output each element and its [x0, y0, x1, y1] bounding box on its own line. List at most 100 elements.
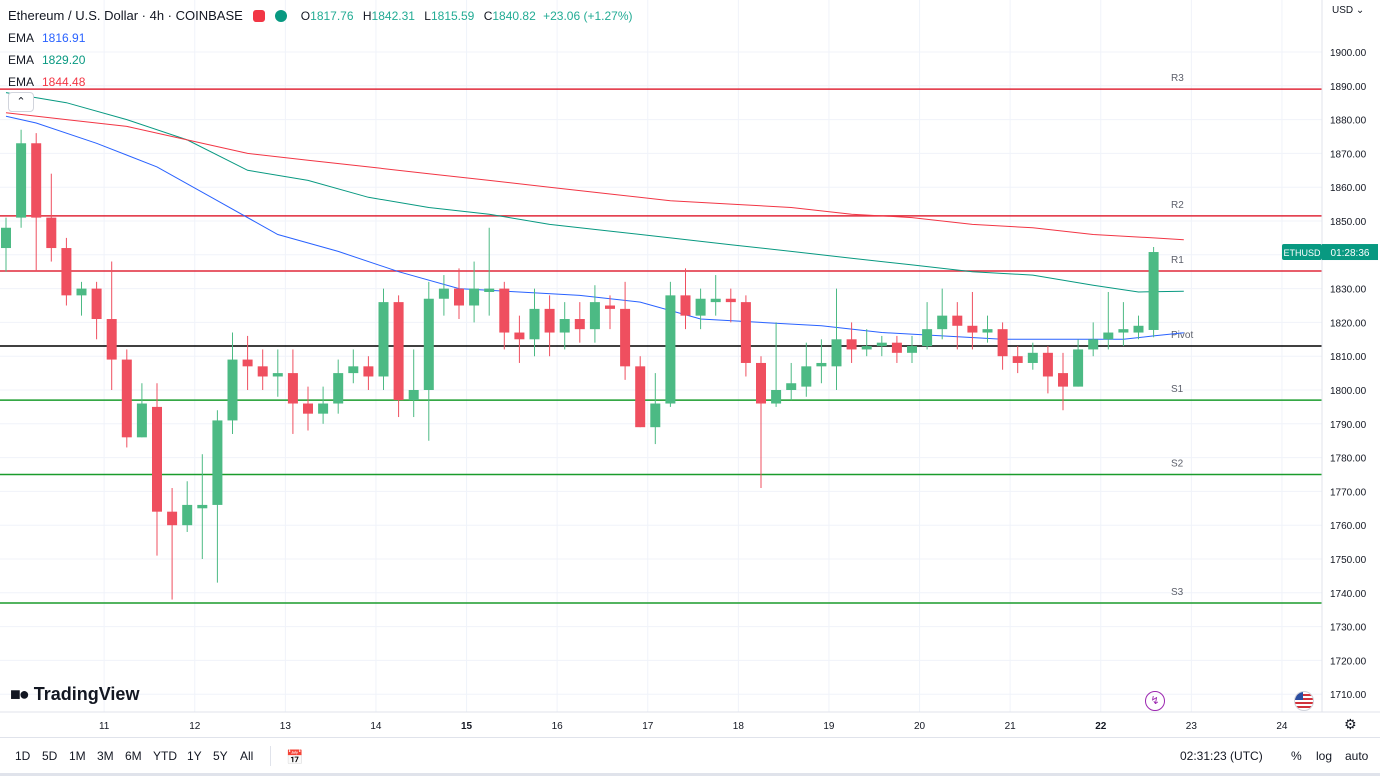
candle — [393, 295, 404, 418]
y-tick-label: 1800.00 — [1330, 386, 1367, 397]
utc-clock[interactable]: 02:31:23 (UTC) — [1180, 749, 1263, 763]
ticker-badge — [1282, 244, 1322, 261]
candle-body — [1118, 329, 1129, 333]
y-tick-label: 1830.00 — [1330, 285, 1367, 296]
candle — [1088, 322, 1099, 357]
high-value: 1842.31 — [371, 9, 415, 23]
candle — [846, 322, 857, 363]
ema-row-1[interactable]: EMA 1816.91 — [8, 31, 86, 45]
candle — [907, 335, 917, 363]
candle-body — [710, 298, 721, 303]
time-axis[interactable]: 11 12 13 14 15 16 17 18 19 20 21 22 23 24 — [0, 711, 1380, 737]
close-value: 1840.82 — [492, 9, 536, 23]
candle — [272, 349, 283, 397]
symbol-title[interactable]: Ethereum / U.S. Dollar · 4h · COINBASE — [8, 8, 243, 23]
candle-body — [574, 319, 585, 330]
x-tick-label: 19 — [823, 721, 835, 732]
candle-body — [756, 362, 766, 404]
collapse-legend-button[interactable]: ⌃ — [8, 92, 34, 112]
candle — [1118, 302, 1129, 347]
candle — [650, 373, 661, 445]
log-toggle[interactable]: log — [1316, 749, 1333, 763]
candle-body — [544, 308, 555, 333]
ema-row-3[interactable]: EMA 1844.48 — [8, 75, 86, 89]
timeframe-6m[interactable]: 6M — [125, 749, 142, 763]
auto-toggle[interactable]: auto — [1345, 749, 1369, 763]
candle-body — [997, 329, 1008, 357]
open-value: 1817.76 — [310, 9, 354, 23]
candle-body — [408, 390, 419, 401]
candle-body — [287, 373, 298, 404]
x-tick-label: 20 — [914, 721, 926, 732]
ema-row-2[interactable]: EMA 1829.20 — [8, 53, 86, 67]
candle — [484, 227, 495, 316]
low-value: 1815.59 — [430, 9, 475, 23]
candle-body — [484, 288, 495, 292]
currency-selector[interactable]: USD ⌄ — [1332, 5, 1365, 16]
y-tick-label: 1820.00 — [1330, 318, 1367, 329]
candle — [31, 133, 42, 272]
candle-body — [559, 319, 570, 333]
candle — [876, 335, 887, 357]
candle-body — [197, 504, 208, 509]
candle — [1073, 339, 1084, 387]
candle — [937, 288, 948, 340]
settings-gear-icon[interactable]: ⚙ — [1344, 716, 1357, 732]
candle — [197, 454, 208, 559]
x-tick-label: 11 — [99, 721, 110, 732]
candle-body — [1088, 339, 1099, 350]
events-bolt-icon[interactable]: ↯ — [1145, 691, 1165, 711]
candle — [771, 322, 782, 407]
candle-body — [438, 288, 449, 299]
candle — [1, 217, 11, 272]
timeframe-5d[interactable]: 5D — [42, 749, 58, 763]
candle — [16, 129, 27, 228]
timeframe-1d[interactable]: 1D — [15, 749, 31, 763]
percent-toggle[interactable]: % — [1291, 749, 1302, 763]
us-flag-icon[interactable] — [1294, 691, 1314, 711]
x-tick-label: 16 — [552, 721, 564, 732]
status-strip — [0, 773, 1380, 776]
price-axis[interactable]: 1710.00 1720.00 1730.00 1740.00 1750.00 1760.… — [1321, 0, 1380, 712]
candle — [121, 349, 132, 448]
y-tick-label: 1750.00 — [1330, 555, 1367, 566]
timeframe-3m[interactable]: 3M — [97, 749, 114, 763]
candle — [997, 322, 1008, 370]
candle-body — [650, 403, 661, 428]
candle — [91, 281, 102, 340]
y-tick-label: 1880.00 — [1330, 116, 1367, 127]
x-tick-label: 17 — [642, 721, 654, 732]
y-tick-label: 1900.00 — [1330, 48, 1367, 59]
flag-icon[interactable] — [252, 10, 265, 22]
candle — [136, 383, 147, 438]
timeframe-all[interactable]: All — [240, 749, 254, 763]
bottom-toolbar: 1D 5D 1M 3M 6M YTD 1Y 5Y All 📅 02:31:23 (UTC) % … — [0, 737, 1380, 774]
tradingview-logo[interactable]: ■● TradingView — [10, 684, 140, 704]
candle — [423, 281, 434, 441]
date-range-icon[interactable]: 📅 — [286, 749, 304, 765]
timeframe-1y[interactable]: 1Y — [187, 749, 202, 763]
y-tick-label: 1780.00 — [1330, 454, 1367, 465]
y-tick-label: 1870.00 — [1330, 149, 1367, 160]
level-label-pivot: Pivot — [1171, 330, 1193, 341]
candle-body — [393, 302, 404, 401]
timeframe-ytd[interactable]: YTD — [153, 749, 177, 763]
candle — [1058, 352, 1068, 411]
candle — [76, 281, 87, 316]
candle-body — [876, 342, 887, 347]
timeframe-5y[interactable]: 5Y — [213, 749, 228, 763]
y-tick-label: 1860.00 — [1330, 183, 1367, 194]
candle-body — [1042, 352, 1053, 377]
timeframe-1m[interactable]: 1M — [69, 749, 86, 763]
symbol-row: Ethereum / U.S. Dollar · 4h · COINBASE O… — [8, 5, 633, 27]
candle-body — [257, 366, 268, 377]
candle — [378, 288, 389, 390]
candle-body — [665, 295, 676, 404]
candle — [831, 288, 842, 390]
candle — [725, 288, 736, 323]
candle — [574, 302, 585, 343]
change-value: +23.06 (+1.27%) — [543, 9, 633, 23]
x-tick-label: 21 — [1005, 721, 1017, 732]
candle-body — [967, 325, 978, 333]
